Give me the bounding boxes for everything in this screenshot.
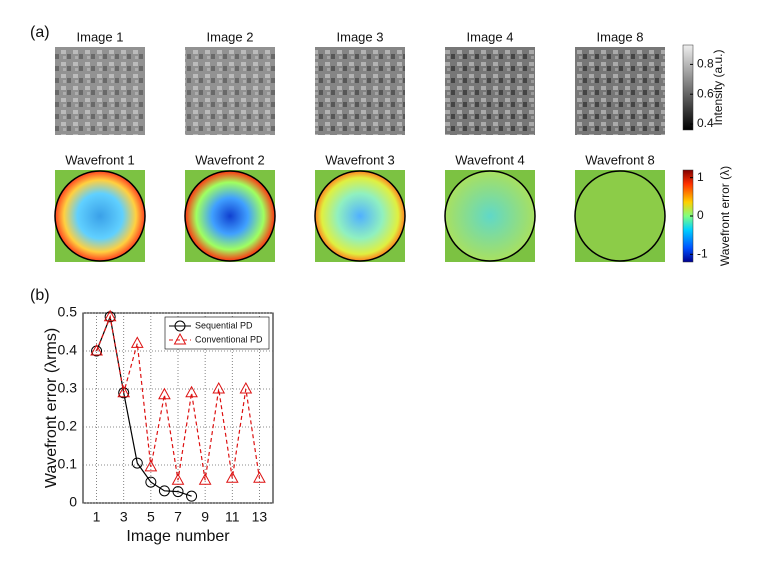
x-tick-label: 13 <box>252 509 268 525</box>
image <box>55 47 145 135</box>
colorbar-tick-label: 0.6 <box>697 86 714 100</box>
image <box>185 47 275 135</box>
legend-marker <box>173 332 187 345</box>
wavefront <box>314 170 406 262</box>
wavefront <box>184 170 276 262</box>
series-line <box>96 314 261 481</box>
point <box>144 459 158 472</box>
point <box>253 471 266 483</box>
images <box>55 47 665 135</box>
image-title: Image 4 <box>467 29 514 44</box>
wavefront <box>54 170 146 262</box>
y-tick-label: 0.5 <box>58 304 78 320</box>
point <box>103 309 117 322</box>
colorbar-label: Wavefront error (λ) <box>718 166 732 266</box>
point <box>131 457 143 469</box>
colorbar-tick-label: 0.8 <box>697 57 714 71</box>
point <box>145 476 157 488</box>
point <box>90 343 103 356</box>
point <box>172 486 184 498</box>
wavefront-title: Wavefront 4 <box>455 152 525 167</box>
point <box>171 473 185 485</box>
point <box>185 385 198 398</box>
image-title: Image 8 <box>597 29 644 44</box>
point <box>158 485 170 497</box>
point <box>158 387 171 400</box>
wavefront-title: Wavefront 3 <box>325 152 395 167</box>
colorbar-tick-label: -1 <box>697 247 708 261</box>
image-title: Image 3 <box>337 29 384 44</box>
colorbar-tick-label: 1 <box>697 170 704 184</box>
wavefront-title: Wavefront 1 <box>65 152 135 167</box>
y-tick-label: 0 <box>69 494 77 510</box>
wavefront-title: Wavefront 2 <box>195 152 265 167</box>
wavefront-title: Wavefront 8 <box>585 152 655 167</box>
y-tick-label: 0.4 <box>58 342 78 358</box>
point <box>117 385 131 398</box>
panel-label: (a) <box>30 24 50 41</box>
image-title: Image 2 <box>207 29 254 44</box>
legend-label: Conventional PD <box>195 334 263 344</box>
x-tick-label: 7 <box>174 509 182 525</box>
image <box>315 47 405 135</box>
y-tick-label: 0.3 <box>58 380 78 396</box>
x-tick-label: 9 <box>201 509 209 525</box>
wavefront <box>574 170 666 262</box>
x-tick-label: 3 <box>120 509 128 525</box>
point <box>212 381 226 394</box>
point <box>130 336 144 348</box>
x-tick-label: 5 <box>147 509 155 525</box>
colorbar-tick-label: 0.4 <box>697 116 714 130</box>
legend-label: Sequential PD <box>195 320 253 330</box>
legend-marker <box>174 320 186 332</box>
x-axis-label: Image number <box>126 528 230 545</box>
y-tick-label: 0.1 <box>58 456 78 472</box>
y-tick-label: 0.2 <box>58 418 78 434</box>
y-axis-label: Wavefront error (λrms) <box>43 328 60 488</box>
image <box>445 47 535 135</box>
point <box>239 381 253 394</box>
x-tick-label: 1 <box>93 509 101 525</box>
colorbar-label: Intensity (a.u.) <box>711 49 725 125</box>
wavefronts <box>54 170 666 262</box>
intensity-colorbar <box>682 44 694 131</box>
point <box>225 471 239 483</box>
panel-label: (b) <box>30 287 50 304</box>
image-title: Image 1 <box>77 29 124 44</box>
x-tick-label: 11 <box>225 509 240 525</box>
wavefront <box>444 170 536 262</box>
point <box>198 473 212 485</box>
point <box>186 490 198 502</box>
image <box>575 47 665 135</box>
colorbar-tick-label: 0 <box>697 208 704 222</box>
